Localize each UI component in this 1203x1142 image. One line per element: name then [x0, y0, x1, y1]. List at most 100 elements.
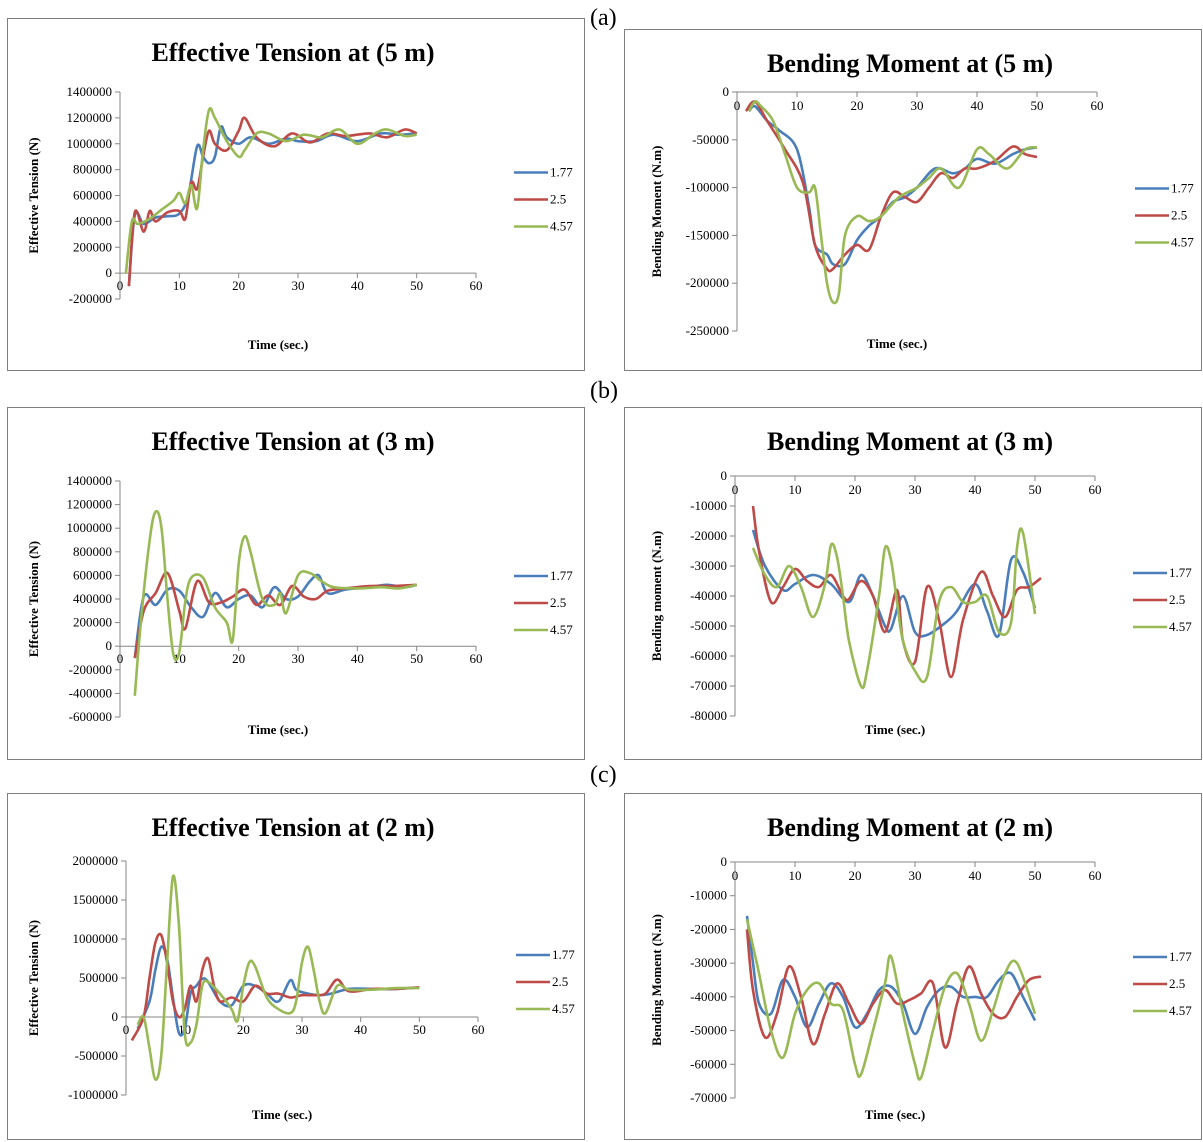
x-axis-label: Time (sec.): [248, 722, 308, 737]
legend-label: 4.57: [1171, 235, 1194, 250]
y-tick-label: 600000: [73, 567, 112, 582]
y-tick-label: 400000: [73, 213, 112, 228]
x-tick-label: 40: [351, 651, 364, 666]
legend-label: 2.5: [1169, 976, 1185, 991]
chart-title: Bending Moment at (2 m): [767, 813, 1053, 842]
y-tick-label: -20000: [690, 528, 727, 543]
legend-label: 1.77: [550, 165, 573, 180]
x-tick-label: 10: [173, 651, 186, 666]
chart-title: Effective Tension at (3 m): [151, 427, 434, 456]
y-tick-label: 0: [721, 854, 728, 869]
x-tick-label: 50: [410, 651, 423, 666]
x-tick-label: 0: [123, 1022, 130, 1037]
series-line-1.77: [127, 125, 417, 287]
y-tick-label: -20000: [690, 921, 727, 936]
y-tick-label: 1200000: [67, 110, 113, 125]
y-axis-label: Effective Tension (N): [26, 920, 41, 1036]
x-tick-label: 30: [909, 868, 922, 883]
y-tick-label: -200000: [69, 662, 112, 677]
chart-bending-5m: Bending Moment at (5 m) -250000 -200000 -15…: [624, 29, 1202, 371]
series-line-4.57: [747, 100, 1038, 305]
y-tick-label: -10000: [690, 888, 727, 903]
chart-svg: Bending Moment at (3 m) -80000 -70000 -6000…: [649, 427, 1192, 737]
y-axis-label: Bending Moment (N.m): [649, 146, 664, 278]
y-tick-label: -40000: [690, 588, 727, 603]
y-tick-label: -200000: [686, 275, 729, 290]
series-line-4.57: [136, 874, 420, 1081]
y-tick-label: 1500000: [73, 892, 119, 907]
x-tick-label: 60: [1091, 98, 1104, 113]
x-axis-label: Time (sec.): [867, 336, 927, 351]
series-line-2.5: [744, 100, 1038, 273]
y-axis-label: Bending Moment (N.m): [649, 914, 664, 1046]
chart-bending-2m: Bending Moment at (2 m) -70000 -60000 -5000…: [624, 793, 1202, 1140]
y-axis-label: Bending moment (N.m): [649, 531, 664, 661]
x-tick-label: 0: [117, 651, 124, 666]
x-tick-label: 40: [354, 1022, 367, 1037]
y-tick-label: -50000: [690, 1023, 727, 1038]
x-tick-label: 60: [1089, 482, 1102, 497]
chart-title: Bending Moment at (3 m): [767, 427, 1053, 456]
y-tick-label: 1400000: [67, 84, 113, 99]
y-tick-label: 1000000: [73, 931, 119, 946]
y-tick-label: -100000: [686, 180, 729, 195]
x-tick-label: 50: [410, 278, 423, 293]
legend-label: 1.77: [1171, 181, 1194, 196]
y-tick-label: 500000: [79, 970, 118, 985]
panel-label-b: (b): [590, 378, 618, 404]
legend-label: 1.77: [550, 568, 573, 583]
y-tick-label: 0: [112, 1009, 119, 1024]
legend-label: 4.57: [552, 1001, 575, 1016]
chart-title: Effective Tension at (2 m): [151, 813, 434, 842]
y-tick-label: -50000: [690, 618, 727, 633]
y-tick-label: -70000: [690, 678, 727, 693]
y-tick-label: 1200000: [67, 497, 113, 512]
chart-svg: Bending Moment at (2 m) -70000 -60000 -5000…: [649, 813, 1192, 1122]
x-tick-label: 50: [1031, 98, 1044, 113]
legend-label: 2.5: [550, 595, 566, 610]
series-line-4.57: [745, 919, 1037, 1081]
x-tick-label: 30: [909, 482, 922, 497]
y-tick-label: -30000: [690, 955, 727, 970]
y-tick-label: 1000000: [67, 520, 113, 535]
chart-svg: Effective Tension at (5 m) -200000 0 200000…: [26, 38, 573, 352]
y-tick-label: -500000: [75, 1048, 118, 1063]
y-tick-label: -200000: [69, 291, 112, 306]
y-tick-label: -1000000: [68, 1087, 118, 1102]
x-tick-label: 60: [472, 1022, 485, 1037]
y-tick-label: -400000: [69, 685, 112, 700]
chart-tension-5m: Effective Tension at (5 m) -200000 0 200000…: [7, 18, 585, 371]
x-tick-label: 20: [232, 278, 245, 293]
y-tick-label: 0: [106, 638, 113, 653]
x-tick-label: 20: [232, 651, 245, 666]
series-line-4.57: [133, 509, 417, 696]
x-tick-label: 10: [789, 868, 802, 883]
series-line-4.57: [124, 107, 417, 274]
legend-label: 4.57: [1169, 619, 1192, 634]
chart-svg: Bending Moment at (5 m) -250000 -200000 -15…: [649, 49, 1194, 351]
x-tick-label: 60: [470, 278, 483, 293]
x-tick-label: 40: [969, 868, 982, 883]
x-tick-label: 20: [849, 868, 862, 883]
legend-label: 1.77: [1169, 949, 1192, 964]
x-tick-label: 0: [732, 868, 739, 883]
x-tick-label: 10: [789, 482, 802, 497]
legend-label: 4.57: [550, 622, 573, 637]
x-tick-label: 50: [1029, 868, 1042, 883]
x-tick-label: 10: [791, 98, 804, 113]
series-line-2.5: [133, 571, 417, 659]
x-tick-label: 50: [1029, 482, 1042, 497]
x-tick-label: 40: [971, 98, 984, 113]
y-tick-label: 2000000: [73, 853, 119, 868]
legend-label: 2.5: [1171, 208, 1187, 223]
y-tick-label: -50000: [692, 132, 729, 147]
series-line-2.5: [127, 116, 418, 287]
y-tick-label: -60000: [690, 1056, 727, 1071]
y-tick-label: -250000: [686, 323, 729, 338]
chart-title: Bending Moment at (5 m): [767, 49, 1053, 78]
legend-label: 2.5: [552, 974, 568, 989]
x-axis-label: Time (sec.): [865, 722, 925, 737]
x-tick-label: 0: [734, 98, 741, 113]
x-tick-label: 30: [911, 98, 924, 113]
legend-label: 4.57: [1169, 1003, 1192, 1018]
